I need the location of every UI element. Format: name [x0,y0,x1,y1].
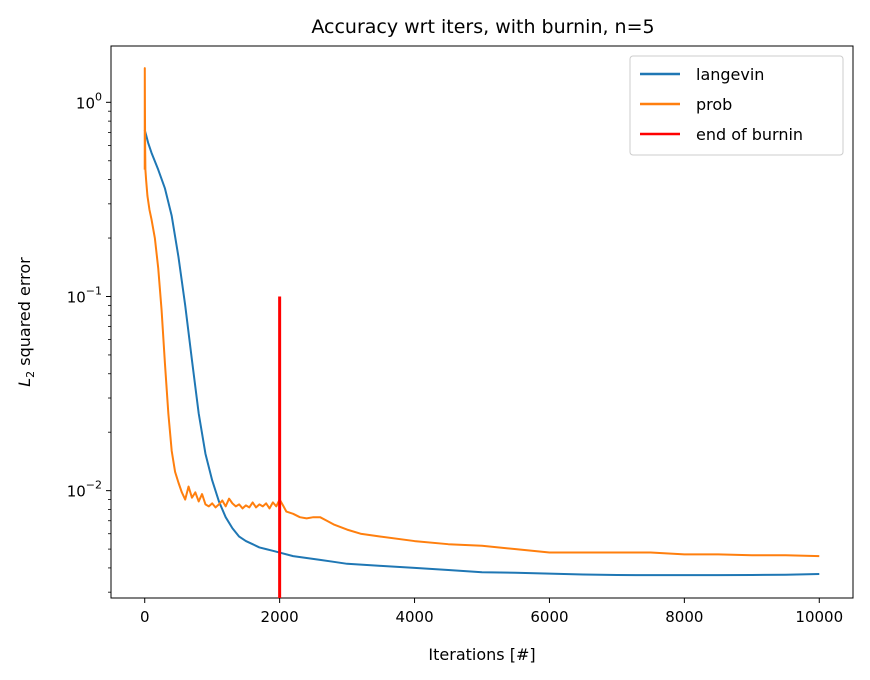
y-tick-label: 100 [76,90,102,112]
x-tick-label: 6000 [530,608,568,626]
y-axis-label-subscript: 2 [24,371,37,378]
x-tick-label: 10000 [795,608,843,626]
y-axis: 100 10−1 10−2 [67,90,111,593]
legend-label-end-of-burnin: end of burnin [696,125,803,144]
x-tick-label: 4000 [395,608,433,626]
y-axis-label-main: L [15,378,34,387]
x-tick-label: 0 [140,608,150,626]
series-line-langevin [143,129,820,577]
legend: langevin prob end of burnin [629,55,844,156]
legend-box [629,55,844,156]
legend-label-langevin: langevin [696,65,764,84]
series-lines [143,67,820,598]
y-axis-label: L2 squared error [15,257,37,387]
series-line-prob [143,67,820,558]
y-tick-label: 10−2 [67,479,102,501]
x-axis: 0 2000 4000 6000 8000 10000 [140,598,843,626]
y-axis-label-rest: squared error [15,257,34,371]
x-tick-label: 8000 [665,608,703,626]
plot-area [110,45,854,599]
plot-frame [110,45,854,599]
legend-label-prob: prob [696,95,732,114]
chart-title: Accuracy wrt iters, with burnin, n=5 [311,16,654,38]
x-axis-label: Iterations [#] [428,645,535,664]
y-tick-label: 10−1 [67,284,102,306]
x-tick-label: 2000 [261,608,299,626]
